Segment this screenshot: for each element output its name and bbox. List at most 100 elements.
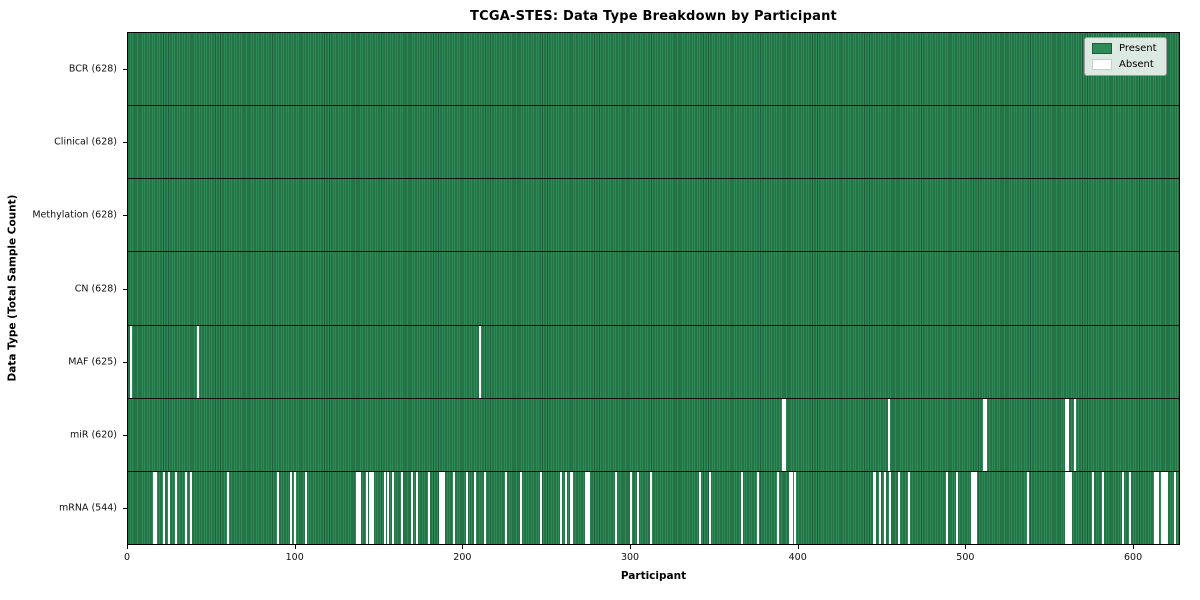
absent-mark — [782, 398, 785, 471]
y-tick-label: BCR (628) — [68, 63, 117, 75]
row-methylation — [128, 178, 1179, 252]
absent-mark — [1066, 471, 1069, 544]
absent-mark — [355, 471, 358, 544]
absent-mark — [1163, 471, 1166, 544]
absent-mark — [897, 471, 900, 544]
absent-mark — [400, 471, 403, 544]
y-tick-label: CN (628) — [74, 283, 117, 294]
absent-mark — [790, 471, 793, 544]
absent-mark — [1102, 471, 1105, 544]
absent-mark — [484, 471, 487, 544]
y-tick-mark — [123, 141, 127, 143]
absent-mark — [196, 325, 199, 398]
x-tick-mark — [797, 545, 799, 549]
absent-mark — [504, 471, 507, 544]
absent-mark — [571, 471, 574, 544]
absent-mark — [129, 325, 132, 398]
absent-mark — [519, 471, 522, 544]
absent-mark — [392, 471, 395, 544]
x-tick-label: 100 — [285, 552, 304, 563]
absent-mark — [1066, 398, 1069, 471]
x-tick-mark — [630, 545, 632, 549]
absent-mark — [1122, 471, 1125, 544]
absent-mark — [973, 471, 976, 544]
absent-mark — [1153, 471, 1156, 544]
x-tick-label: 0 — [123, 552, 131, 563]
row-mir — [128, 397, 1179, 471]
absent-mark — [630, 471, 633, 544]
absent-mark — [368, 471, 371, 544]
absent-mark — [588, 471, 591, 544]
legend: Present Absent — [1084, 37, 1167, 76]
absent-mark — [956, 471, 959, 544]
absent-mark — [1091, 471, 1094, 544]
absent-mark — [615, 471, 617, 544]
absent-mark — [777, 471, 780, 544]
absent-mark — [305, 471, 308, 544]
absent-mark — [698, 471, 701, 544]
y-tick-mark — [123, 435, 127, 437]
absent-mark — [872, 471, 875, 544]
absent-mark — [889, 471, 892, 544]
absent-mark — [442, 471, 445, 544]
absent-mark — [1157, 471, 1160, 544]
absent-mark — [372, 471, 375, 544]
absent-mark — [569, 471, 572, 544]
absent-mark — [789, 471, 792, 544]
absent-mark — [1065, 471, 1068, 544]
absent-mark — [887, 398, 890, 471]
absent-mark — [466, 471, 469, 544]
x-tick-label: 400 — [788, 552, 807, 563]
absent-mark — [153, 471, 156, 544]
legend-label-present: Present — [1119, 43, 1157, 54]
legend-entry-present: Present — [1092, 43, 1157, 54]
x-tick-mark — [965, 545, 967, 549]
x-axis-label: Participant — [620, 570, 687, 582]
legend-entry-absent: Absent — [1092, 59, 1157, 70]
absent-mark — [410, 471, 413, 544]
absent-mark — [584, 471, 587, 544]
row-clinical — [128, 105, 1179, 179]
absent-mark — [189, 471, 192, 544]
y-tick-mark — [123, 508, 127, 510]
absent-mark — [370, 471, 373, 544]
absent-mark — [559, 471, 562, 544]
y-axis-label: Data Type (Total Sample Count) — [6, 194, 19, 382]
x-tick-label: 500 — [956, 552, 975, 563]
absent-mark — [174, 471, 177, 544]
absent-mark — [168, 471, 171, 544]
absent-mark — [1162, 471, 1165, 544]
absent-mark — [907, 471, 910, 544]
absent-mark — [154, 471, 157, 544]
x-tick-label: 200 — [453, 552, 472, 563]
absent-mark — [387, 471, 390, 544]
absent-mark — [1068, 471, 1071, 544]
x-tick-mark — [127, 545, 128, 549]
absent-mark — [184, 471, 187, 544]
absent-mark — [974, 471, 977, 544]
absent-mark — [794, 471, 797, 544]
chart-title: TCGA-STES: Data Type Breakdown by Partic… — [470, 9, 837, 24]
absent-mark — [636, 471, 639, 544]
absent-mark — [1065, 398, 1068, 471]
row-maf — [128, 324, 1179, 398]
y-tick-label: MAF (625) — [68, 356, 117, 368]
absent-mark — [357, 471, 360, 544]
absent-mark — [1155, 471, 1158, 544]
y-tick-mark — [123, 288, 127, 290]
absent-mark — [384, 471, 387, 544]
present-swatch-icon — [1092, 43, 1112, 54]
absent-mark — [1128, 471, 1131, 544]
y-tick-label: Methylation (628) — [32, 209, 117, 221]
absent-mark — [983, 398, 986, 471]
absent-mark — [1173, 471, 1176, 544]
absent-mark — [984, 398, 987, 471]
absent-mark — [452, 471, 455, 544]
absent-mark — [708, 471, 711, 544]
absent-mark — [874, 471, 877, 544]
row-bcr — [128, 33, 1179, 106]
y-tick-label: miR (620) — [69, 429, 117, 441]
absent-mark — [1165, 471, 1168, 544]
absent-mark — [479, 325, 482, 398]
